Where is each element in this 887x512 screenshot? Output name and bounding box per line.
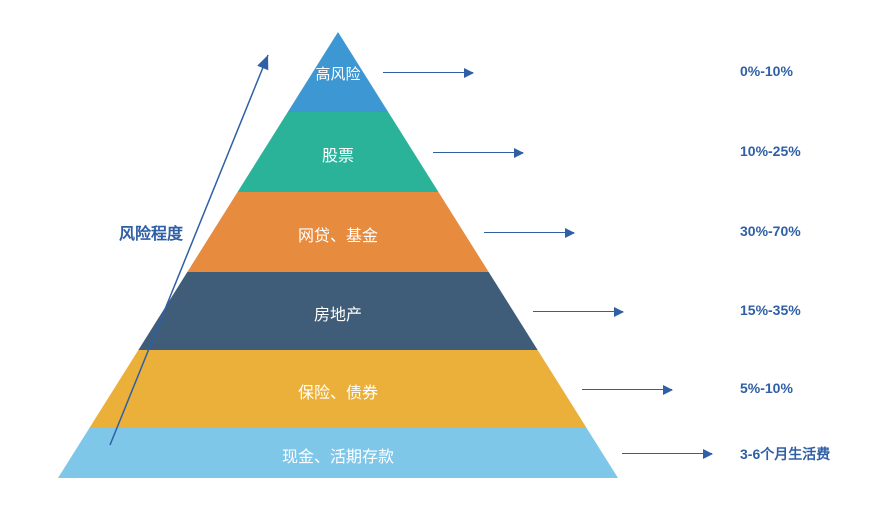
tier-arrow-2: [484, 232, 574, 233]
pyramid-tier-5: [58, 428, 618, 478]
pyramid-tier-0: [288, 32, 388, 112]
tier-arrow-0: [383, 72, 473, 73]
tier-arrow-4: [582, 389, 672, 390]
pyramid-tier-2: [187, 192, 488, 272]
pyramid-tier-4: [89, 350, 586, 428]
tier-value-0: 0%-10%: [740, 63, 793, 79]
pyramid-diagram: 高风险 股票 网贷、基金 房地产 保险、债券 现金、活期存款 0%-10% 10…: [0, 0, 887, 512]
pyramid-tier-3: [138, 272, 537, 350]
tier-value-1: 10%-25%: [740, 143, 801, 159]
tier-value-3: 15%-35%: [740, 302, 801, 318]
tier-value-5: 3-6个月生活费: [740, 444, 830, 464]
risk-axis-label: 风险程度: [119, 220, 183, 244]
pyramid-tier-1: [238, 112, 439, 192]
tier-value-2: 30%-70%: [740, 223, 801, 239]
tier-arrow-1: [433, 152, 523, 153]
tier-value-4: 5%-10%: [740, 380, 793, 396]
tier-arrow-3: [533, 311, 623, 312]
tier-arrow-5: [622, 453, 712, 454]
